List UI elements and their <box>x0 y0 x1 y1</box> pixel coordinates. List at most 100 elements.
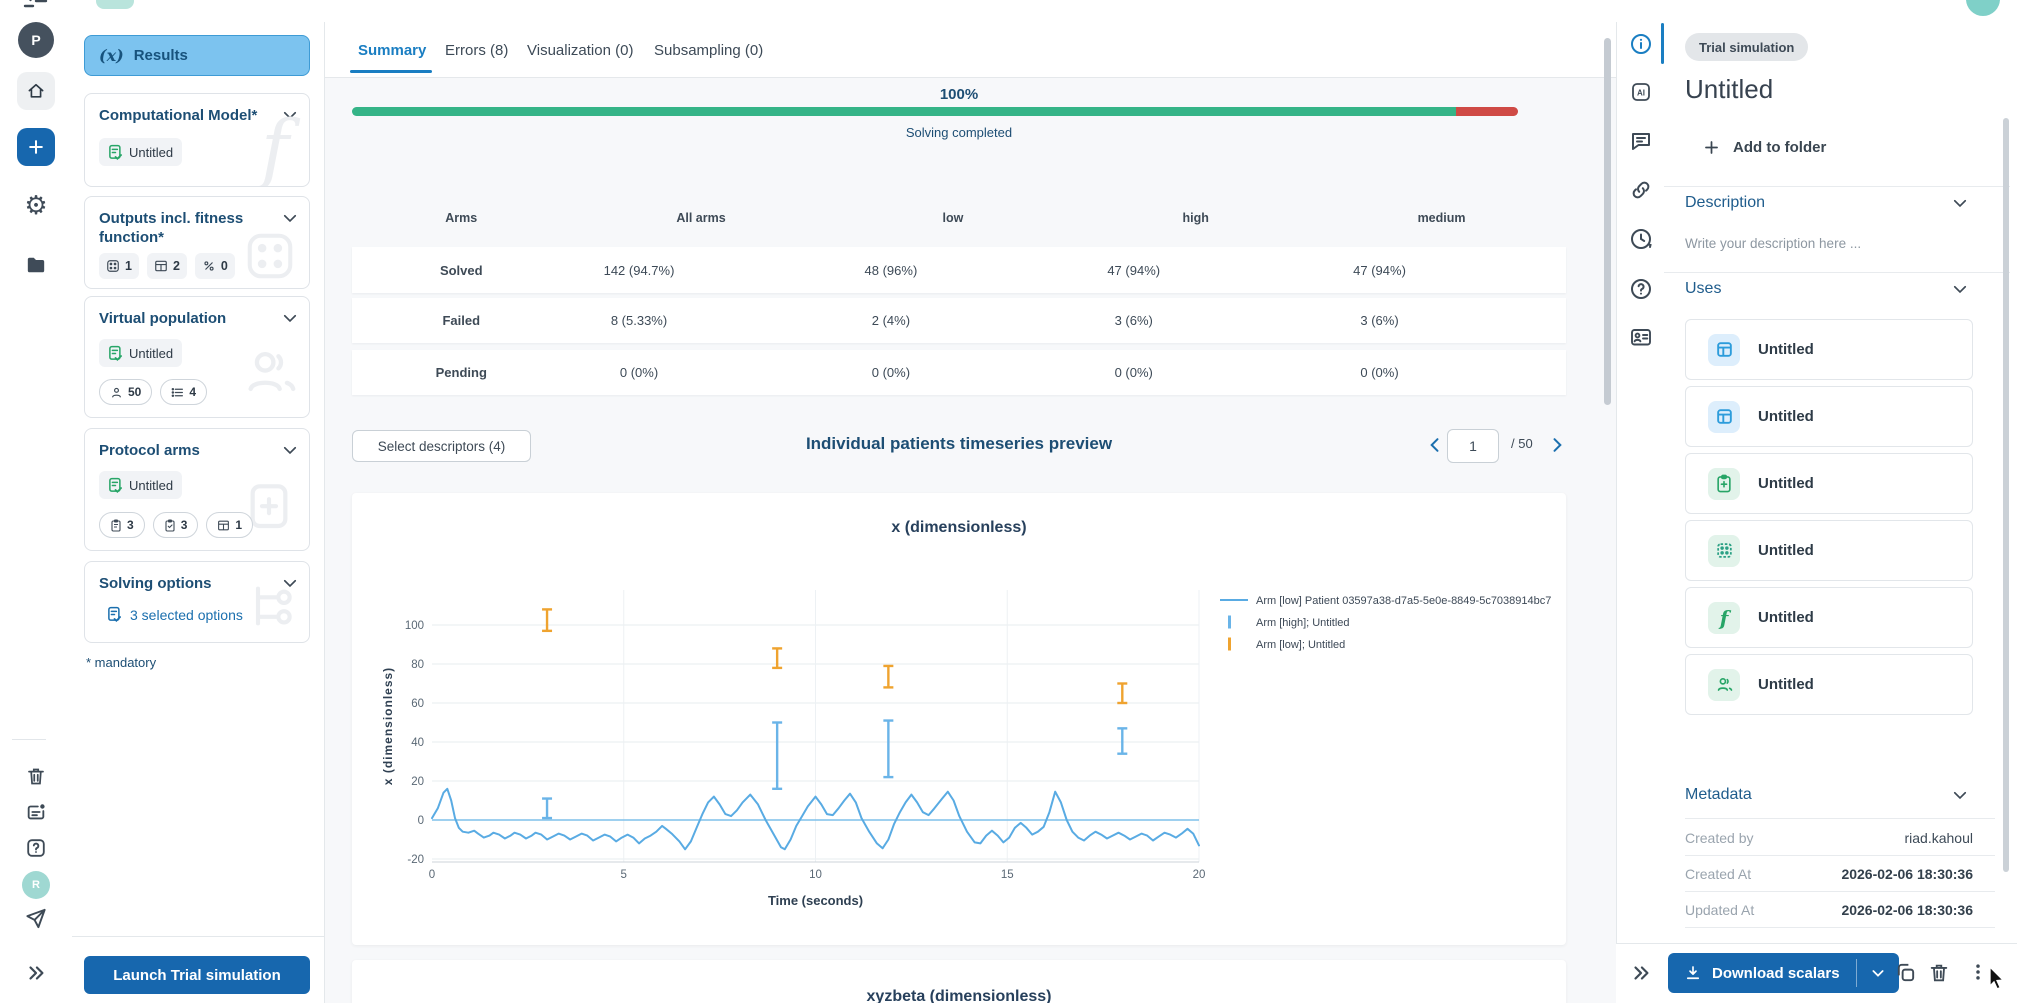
table-row-failed[interactable]: Failed 8 (5.33%) 2 (4%) 3 (6%) 3 (6%) <box>352 298 1566 343</box>
home-button[interactable] <box>17 72 55 110</box>
divider <box>1664 272 2010 273</box>
help-button[interactable] <box>25 837 47 859</box>
paper-plane-icon <box>25 907 48 930</box>
chip-label: Untitled <box>129 145 173 160</box>
tab-summary[interactable]: Summary <box>358 42 426 59</box>
use-item[interactable]: Untitled <box>1685 453 1973 514</box>
comment-icon <box>1629 129 1653 153</box>
chevron-down-icon[interactable] <box>281 106 299 124</box>
duplicate-button[interactable] <box>1894 961 1917 984</box>
page-prev-button[interactable] <box>1425 435 1445 455</box>
chevron-down-icon[interactable] <box>1951 280 1969 298</box>
download-options-button[interactable] <box>1857 953 1899 993</box>
chevron-down-icon[interactable] <box>281 209 299 227</box>
comments-button[interactable] <box>1629 129 1653 153</box>
svg-text:Arm [high]; Untitled: Arm [high]; Untitled <box>1256 617 1350 629</box>
more-options-button[interactable] <box>1968 960 1988 984</box>
chevron-down-icon[interactable] <box>1951 194 1969 212</box>
settings-button[interactable]: ⚙ <box>24 192 47 218</box>
app-sidebar: P ⚙ R <box>0 0 73 1003</box>
solving-options-link[interactable]: 3 selected options <box>107 606 243 623</box>
timeseries-counter[interactable]: 1 <box>99 253 139 279</box>
download-scalars-button[interactable]: Download scalars <box>1668 953 1856 993</box>
resource-title[interactable]: Untitled <box>1685 74 1773 105</box>
workspace-users-icon[interactable] <box>23 0 49 12</box>
card-outputs[interactable]: Outputs incl. fitness function* 1 2 0 <box>84 196 310 289</box>
main-scrollbar[interactable] <box>1604 38 1611 405</box>
progress-failed-segment <box>1456 107 1518 116</box>
tab-visualization[interactable]: Visualization (0) <box>527 42 633 59</box>
svg-text:60: 60 <box>411 698 424 710</box>
clipboard-icon <box>110 519 122 532</box>
link-icon <box>1629 178 1653 202</box>
card-protocol-arms[interactable]: Protocol arms Untitled 3 3 1 <box>84 428 310 551</box>
download-scalars-split-button[interactable]: Download scalars <box>1668 953 1899 993</box>
folder-button[interactable] <box>25 255 47 275</box>
secondary-avatar[interactable]: R <box>22 871 50 899</box>
document-check-icon <box>108 477 123 494</box>
table-counter[interactable]: 2 <box>147 253 187 279</box>
table-row-solved[interactable]: Solved 142 (94.7%) 48 (96%) 47 (94%) 47 … <box>352 247 1566 293</box>
arms-count-pill[interactable]: 3 <box>99 512 145 538</box>
next-chart-title: xyzbeta (dimensionless) <box>352 988 1566 1003</box>
card-title: Outputs incl. fitness function* <box>99 209 279 247</box>
scalar-counter[interactable]: 0 <box>195 253 235 279</box>
use-item[interactable]: Untitled <box>1685 520 1973 581</box>
links-button[interactable] <box>1629 178 1653 202</box>
info-tab-button[interactable] <box>1629 32 1653 56</box>
pill-value: 4 <box>189 385 196 399</box>
tab-subsampling[interactable]: Subsampling (0) <box>654 42 763 59</box>
add-to-folder-button[interactable]: Add to folder <box>1702 138 1826 157</box>
svg-text:-20: -20 <box>407 854 424 866</box>
use-item[interactable]: Untitled <box>1685 319 1973 380</box>
use-item[interactable]: Untitled <box>1685 386 1973 447</box>
page-number-input[interactable] <box>1447 429 1499 463</box>
use-item[interactable]: f Untitled <box>1685 587 1973 648</box>
tab-errors[interactable]: Errors (8) <box>445 42 508 59</box>
description-placeholder[interactable]: Write your description here ... <box>1685 236 1861 251</box>
trash-button[interactable] <box>26 765 47 787</box>
descriptors-count-pill[interactable]: 4 <box>160 379 207 405</box>
launch-trial-button[interactable]: Launch Trial simulation <box>84 956 310 994</box>
vpop-chip[interactable]: Untitled <box>99 339 182 367</box>
chevron-down-icon[interactable] <box>281 309 299 327</box>
use-item[interactable]: Untitled <box>1685 654 1973 715</box>
card-virtual-population[interactable]: Virtual population Untitled 50 4 <box>84 296 310 418</box>
patients-count-pill[interactable]: 50 <box>99 379 152 405</box>
user-avatar[interactable]: P <box>18 22 54 58</box>
table-row-pending[interactable]: Pending 0 (0%) 0 (0%) 0 (0%) 0 (0%) <box>352 350 1566 395</box>
svg-text:Arm [low]; Untitled: Arm [low]; Untitled <box>1256 639 1345 651</box>
results-nav-button[interactable]: (x) Results <box>84 35 310 76</box>
model-chip[interactable]: Untitled <box>99 138 182 166</box>
svg-text:Time (seconds): Time (seconds) <box>768 893 863 908</box>
account-avatar[interactable] <box>1966 0 2000 16</box>
active-tab-indicator <box>350 70 432 73</box>
chevron-down-icon[interactable] <box>281 441 299 459</box>
card-title: Solving options <box>99 574 279 593</box>
expand-sidebar-button[interactable] <box>25 962 47 984</box>
rail-help-button[interactable] <box>1629 277 1653 301</box>
panel-scrollbar[interactable] <box>2003 118 2009 872</box>
delete-button[interactable] <box>1928 961 1950 984</box>
chevron-down-icon[interactable] <box>281 574 299 592</box>
card-solving-options[interactable]: Solving options 3 selected options <box>84 561 310 643</box>
card-computational-model[interactable]: Computational Model* f Untitled <box>84 93 310 187</box>
svg-text:80: 80 <box>411 659 424 671</box>
cell: 8 (5.33%) <box>509 313 770 328</box>
tables-count-pill[interactable]: 1 <box>206 512 253 538</box>
type-badge: Trial simulation <box>1685 33 1808 61</box>
timeseries-chart[interactable]: -2002040608010005101520x (dimensionless)… <box>352 493 1566 945</box>
protocol-chip[interactable]: Untitled <box>99 471 182 499</box>
cell: 47 (94%) <box>1255 263 1504 278</box>
send-feedback-button[interactable] <box>25 907 48 930</box>
collapse-panel-button[interactable] <box>1630 962 1652 984</box>
protocols-count-pill[interactable]: 3 <box>153 512 199 538</box>
history-button[interactable] <box>1629 227 1653 251</box>
profile-card-button[interactable] <box>1629 325 1653 349</box>
document-check-icon <box>107 606 122 623</box>
create-button[interactable] <box>17 128 55 166</box>
changelog-button[interactable] <box>25 801 47 823</box>
chevron-down-icon[interactable] <box>1951 786 1969 804</box>
ai-assistant-button[interactable]: AI <box>1629 80 1653 104</box>
page-next-button[interactable] <box>1547 435 1567 455</box>
